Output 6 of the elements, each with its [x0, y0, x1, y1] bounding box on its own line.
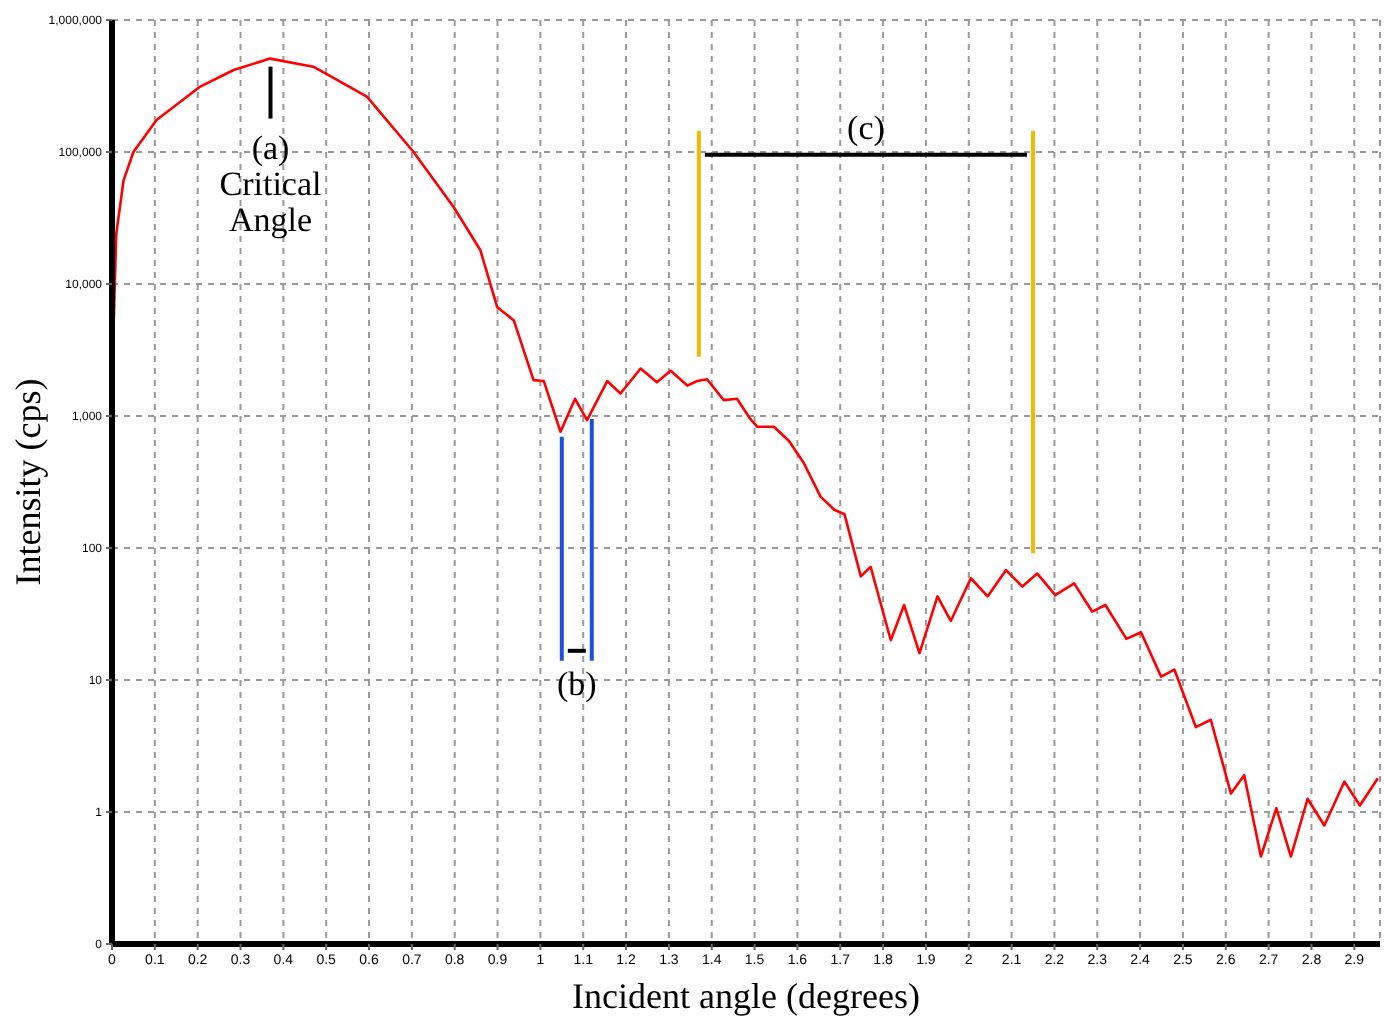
line-series: [112, 57, 1380, 858]
annotation: (c): [847, 108, 885, 147]
x-axis-title: Incident angle (degrees): [572, 976, 920, 1016]
y-axis-title: Intensity (cps): [8, 378, 48, 586]
annotation: (a) Critical Angle: [219, 128, 323, 239]
annotation: (b): [556, 664, 597, 703]
